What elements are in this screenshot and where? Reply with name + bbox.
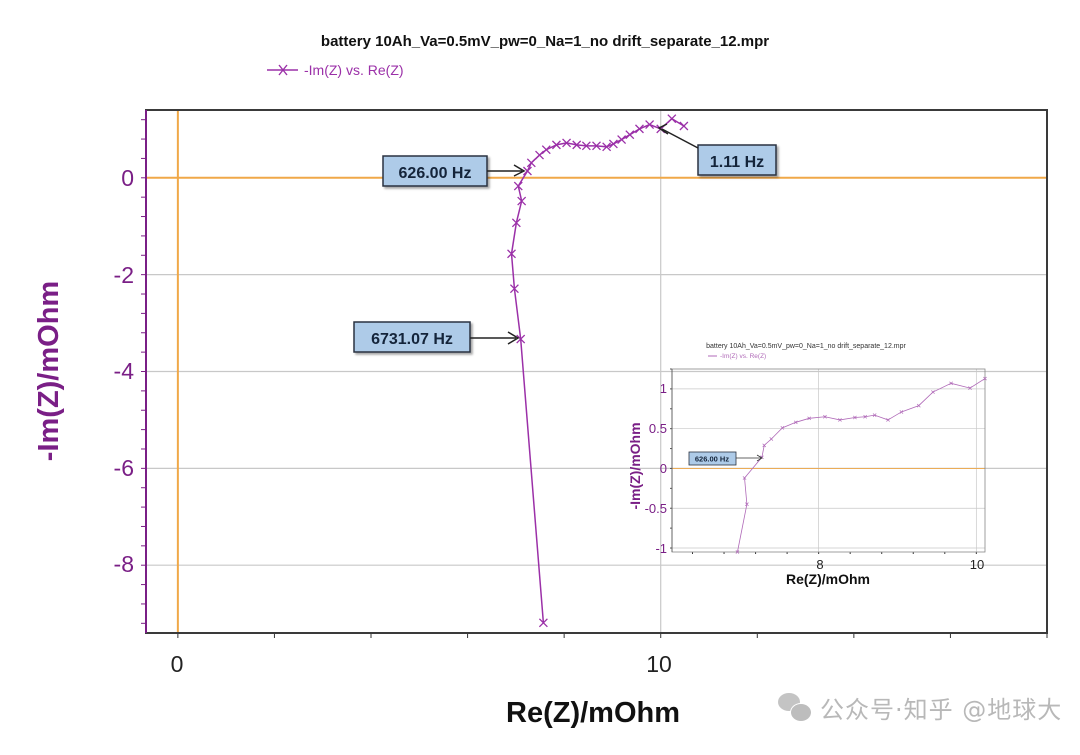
data-point-marker-icon bbox=[853, 415, 857, 420]
data-point-marker-icon bbox=[949, 381, 953, 386]
data-point-marker-icon bbox=[509, 284, 519, 294]
data-point-marker-icon bbox=[872, 413, 877, 417]
x-tick-label: 0 bbox=[171, 651, 184, 677]
annotation-626hz: 626.00 Hz bbox=[382, 155, 526, 187]
data-point-marker-icon bbox=[526, 158, 536, 168]
legend-label: -Im(Z) vs. Re(Z) bbox=[304, 62, 404, 78]
inset-y-tick-label: 0.5 bbox=[649, 421, 667, 436]
x-tick-labels: 0 10 bbox=[171, 651, 672, 677]
data-point-marker-icon bbox=[541, 145, 551, 155]
watermark-text: 公众号·知乎 @地球大 bbox=[820, 696, 1063, 724]
inset-y-tick-label: -1 bbox=[655, 541, 667, 556]
data-point-marker-icon bbox=[886, 418, 890, 422]
annotation-label: 626.00 Hz bbox=[399, 165, 472, 182]
data-point-marker-icon bbox=[513, 181, 523, 191]
data-point-marker-icon bbox=[538, 618, 548, 628]
data-point-marker-icon bbox=[602, 142, 612, 152]
y-tick-label: -4 bbox=[114, 358, 135, 384]
data-point-marker-icon bbox=[592, 141, 601, 151]
arrow-icon bbox=[507, 331, 520, 345]
data-point-marker-icon bbox=[735, 550, 740, 554]
x-axis-label: Re(Z)/mOhm bbox=[506, 697, 680, 729]
data-point-marker-icon bbox=[916, 403, 921, 408]
data-point-marker-icon bbox=[535, 150, 544, 160]
arrow-icon bbox=[756, 454, 763, 462]
data-point-marker-icon bbox=[780, 426, 785, 430]
annotation-label: 6731.07 Hz bbox=[371, 331, 453, 348]
main-plot-area bbox=[141, 109, 1048, 638]
inset-y-tick-label: 1 bbox=[660, 381, 667, 396]
data-point-marker-icon bbox=[516, 334, 526, 344]
inset-annotation-label: 626.00 Hz bbox=[695, 455, 729, 464]
y-axis-label: -Im(Z)/mOhm bbox=[33, 281, 65, 461]
inset-plot-area bbox=[670, 368, 987, 554]
data-point-marker-icon bbox=[899, 410, 904, 414]
data-point-marker-icon bbox=[581, 141, 591, 151]
data-point-marker-icon bbox=[679, 121, 689, 131]
data-point-marker-icon bbox=[645, 120, 655, 129]
annotation-6731hz: 6731.07 Hz bbox=[353, 321, 520, 353]
data-point-marker-icon bbox=[863, 414, 868, 419]
data-point-marker-icon bbox=[562, 138, 572, 148]
data-point-marker-icon bbox=[931, 390, 935, 394]
y-tick-label: -2 bbox=[114, 262, 134, 288]
data-point-marker-icon bbox=[838, 418, 842, 422]
data-point-marker-icon bbox=[635, 124, 644, 134]
inset-y-tick-label: 0 bbox=[660, 461, 667, 476]
data-point-marker-icon bbox=[551, 140, 561, 150]
legend-marker-icon bbox=[278, 64, 288, 76]
data-point-marker-icon bbox=[617, 135, 627, 144]
annotation-label: 1.11 Hz bbox=[710, 154, 764, 171]
series-line bbox=[737, 378, 986, 553]
inset-chart: battery 10Ah_Va=0.5mV_pw=0_Na=1_no drift… bbox=[627, 343, 987, 587]
data-point-marker-icon bbox=[511, 218, 521, 228]
inset-y-tick-label: -0.5 bbox=[645, 501, 667, 516]
data-point-marker-icon bbox=[625, 130, 635, 140]
data-point-marker-icon bbox=[793, 420, 798, 425]
data-point-marker-icon bbox=[983, 376, 987, 381]
data-point-marker-icon bbox=[807, 416, 812, 421]
inset-annotation-626hz: 626.00 Hz bbox=[688, 451, 763, 466]
legend: -Im(Z) vs. Re(Z) bbox=[267, 62, 404, 78]
arrow-icon bbox=[513, 164, 526, 177]
inset-x-tick-label: 10 bbox=[970, 557, 984, 572]
data-point-marker-icon bbox=[968, 386, 972, 390]
inset-x-tick-label: 8 bbox=[816, 557, 823, 572]
annotation-1-11hz: 1.11 Hz bbox=[657, 123, 777, 176]
data-point-marker-icon bbox=[823, 414, 827, 419]
inset-y-axis-label: -Im(Z)/mOhm bbox=[627, 422, 643, 509]
y-tick-label: 0 bbox=[121, 165, 134, 191]
data-point-marker-icon bbox=[667, 114, 677, 124]
data-point-marker-icon bbox=[745, 502, 749, 507]
inset-legend-label: -Im(Z) vs. Re(Z) bbox=[720, 353, 766, 360]
inset-title: battery 10Ah_Va=0.5mV_pw=0_Na=1_no drift… bbox=[706, 343, 906, 350]
data-point-marker-icon bbox=[507, 249, 516, 259]
y-tick-labels: 0 -2 -4 -6 -8 bbox=[114, 165, 135, 577]
chart-title: battery 10Ah_Va=0.5mV_pw=0_Na=1_no drift… bbox=[321, 33, 769, 50]
data-point-marker-icon bbox=[517, 196, 527, 206]
data-point-marker-icon bbox=[742, 476, 747, 480]
watermark: 公众号·知乎 @地球大 bbox=[778, 690, 1062, 725]
x-tick-label: 10 bbox=[646, 651, 672, 677]
wechat-icon bbox=[778, 692, 812, 723]
data-point-marker-icon bbox=[572, 140, 582, 150]
y-tick-label: -8 bbox=[114, 551, 134, 577]
data-point-marker-icon bbox=[762, 443, 767, 448]
arrow-icon bbox=[657, 123, 669, 135]
inset-x-axis-label: Re(Z)/mOhm bbox=[786, 571, 870, 587]
data-point-marker-icon bbox=[608, 139, 618, 149]
data-point-marker-icon bbox=[769, 437, 774, 441]
y-tick-label: -6 bbox=[114, 455, 134, 481]
data-point-marker-icon bbox=[522, 166, 532, 176]
